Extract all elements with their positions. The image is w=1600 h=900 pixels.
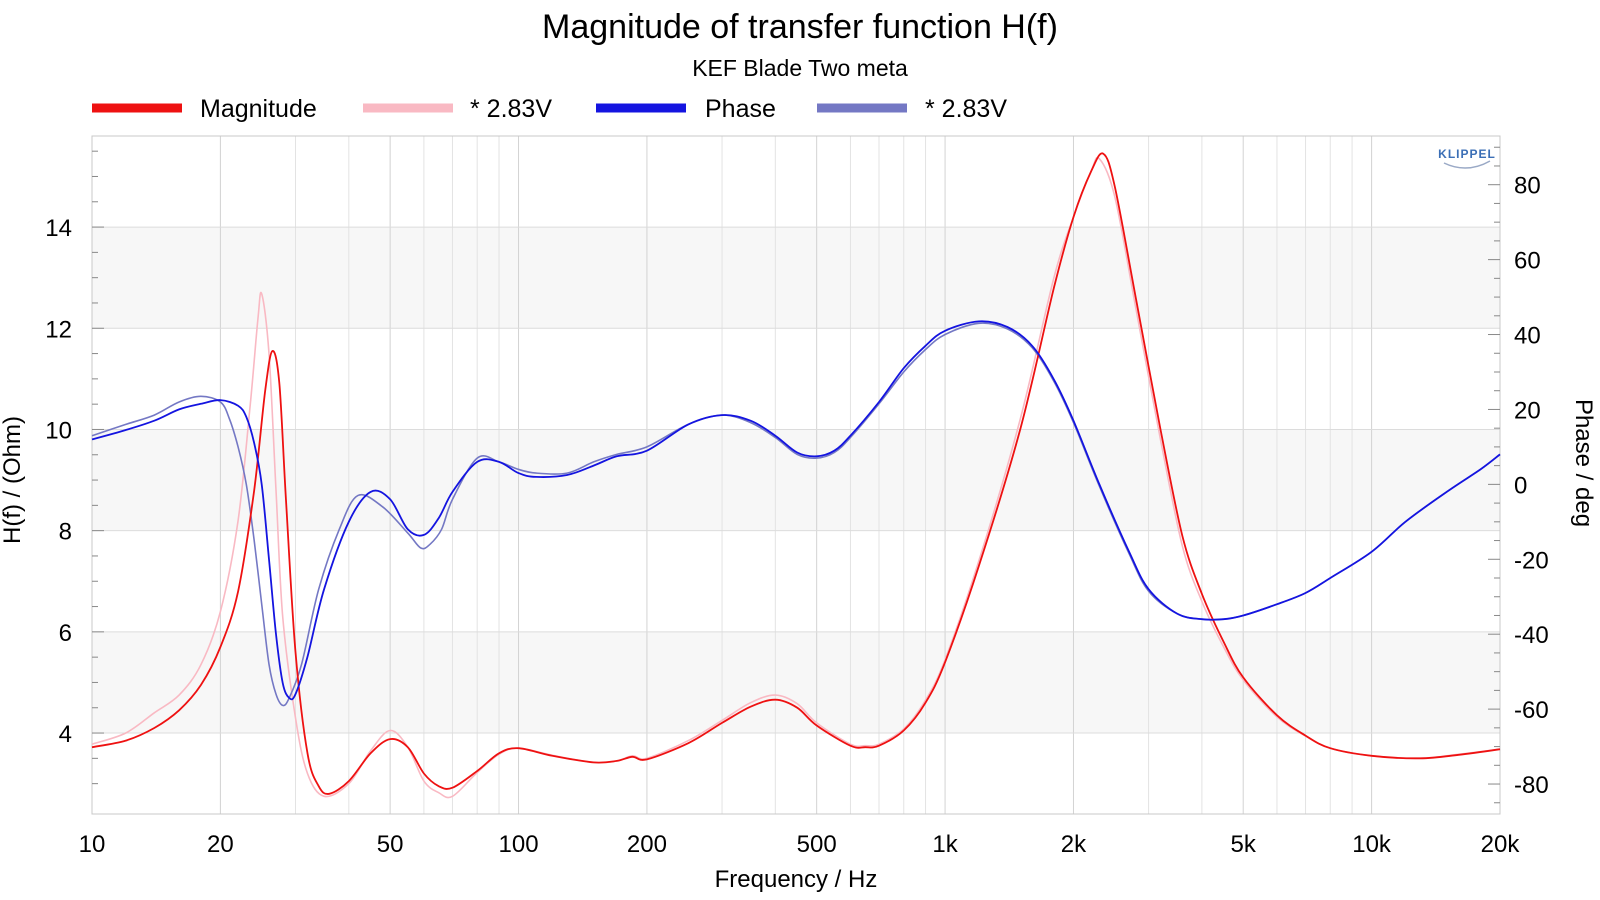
plot-area: 4 6 8 10 12 14 -80 -60 -40 -20 0 20 40 60 80 10 20 50 100 2…	[45, 135, 1549, 858]
grid-band	[92, 227, 1500, 329]
logo-text: KLIPPEL	[1438, 147, 1496, 161]
y-tick-label: 12	[45, 316, 72, 343]
x-tick-label: 10k	[1352, 831, 1392, 858]
y2-tick-label: -60	[1514, 697, 1549, 724]
x-axis-title: Frequency / Hz	[715, 866, 878, 893]
grid-band	[92, 631, 1500, 734]
y2-tick-label: 60	[1514, 248, 1541, 275]
legend-label-phase-283v: * 2.83V	[925, 95, 1007, 123]
y-tick-label: 10	[45, 417, 72, 444]
logo-swoosh	[1443, 160, 1491, 169]
y2-tick-label: 40	[1514, 323, 1541, 350]
y-tick-label: 4	[59, 721, 72, 748]
y2-axis-title: Phase / deg	[1570, 399, 1597, 527]
legend-label-magnitude-283v: * 2.83V	[470, 95, 552, 123]
x-tick-label: 5k	[1231, 831, 1257, 858]
x-tick-label: 10	[79, 831, 106, 858]
y2-tick-label: -80	[1514, 772, 1549, 799]
y-tick-label: 8	[59, 519, 72, 546]
y2-tick-label: 20	[1514, 397, 1541, 424]
y2-tick-label: 0	[1514, 472, 1527, 499]
y2-tick-label: -20	[1514, 547, 1549, 574]
series-line-magnitude	[91, 152, 1501, 795]
x-tick-label: 20	[207, 831, 234, 858]
legend-label-phase: Phase	[705, 95, 776, 123]
legend-label-magnitude: Magnitude	[200, 95, 317, 123]
klippel-logo: KLIPPEL	[1438, 147, 1496, 169]
y-tick-label: 14	[45, 215, 72, 242]
x-tick-label: 100	[499, 831, 539, 858]
plot-frame	[91, 135, 1501, 815]
x-tick-label: 1k	[932, 831, 958, 858]
chart-title: Magnitude of transfer function H(f)	[542, 8, 1058, 46]
x-tick-label: 20k	[1481, 831, 1521, 858]
y-tick-label: 6	[59, 620, 72, 647]
x-tick-label: 200	[627, 831, 667, 858]
legend: Magnitude * 2.83V Phase * 2.83V	[92, 95, 1007, 123]
chart-subtitle: KEF Blade Two meta	[692, 55, 908, 81]
series-line-magnitude-283v	[91, 156, 1501, 799]
series-line-phase	[91, 320, 1501, 701]
x-tick-label: 500	[797, 831, 837, 858]
y2-tick-label: -40	[1514, 622, 1549, 649]
x-tick-label: 50	[377, 831, 404, 858]
y2-tick-label: 80	[1514, 173, 1541, 200]
y-axis-title: H(f) / (Ohm)	[0, 416, 26, 544]
grid-band	[92, 429, 1500, 531]
x-tick-label: 2k	[1061, 831, 1087, 858]
